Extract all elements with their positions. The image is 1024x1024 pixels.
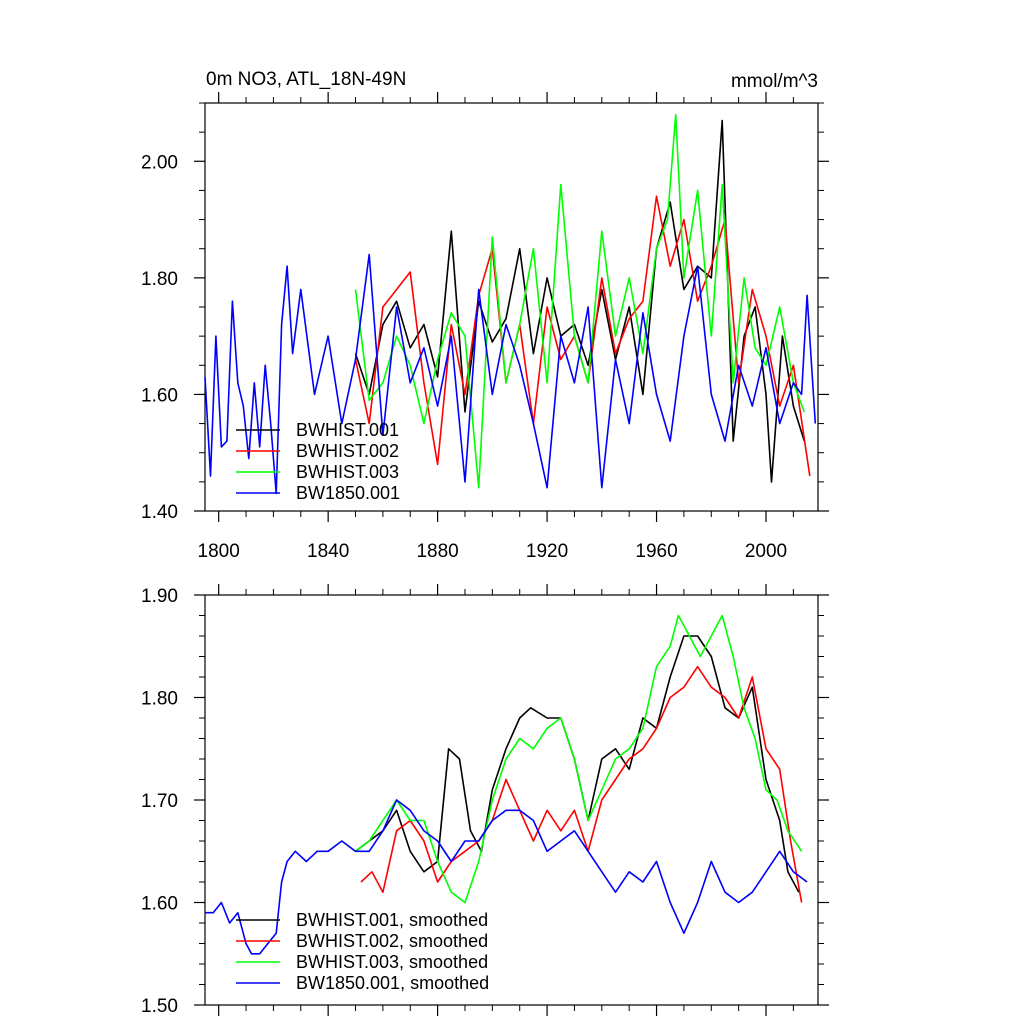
top-ticks: 1800 1840 1880 1920 1960 2000 1.40 1.60 1.80 2.00 [141, 92, 829, 562]
top-series-line-0 [354, 119, 806, 483]
bottom-series-line-3 [205, 799, 808, 955]
top-series-line-3 [204, 253, 817, 495]
top-xtick-label: 1920 [526, 541, 568, 562]
top-chart-units: mmol/m^3 [731, 71, 818, 92]
top-xtick-label: 2000 [745, 541, 787, 562]
bottom-legend-label: BWHIST.001, smoothed [296, 910, 488, 930]
top-ytick-label: 1.60 [141, 385, 178, 406]
bottom-ytick-label: 1.90 [141, 586, 178, 607]
top-series-lines [204, 113, 817, 495]
bottom-series-line-1 [360, 665, 803, 903]
bottom-series-line-0 [355, 635, 800, 893]
top-xtick-label: 1960 [635, 541, 677, 562]
bottom-legend-label: BWHIST.003, smoothed [296, 952, 488, 972]
top-ytick-label: 1.80 [141, 269, 178, 290]
top-xtick-label: 1840 [307, 541, 349, 562]
top-legend-label: BWHIST.003 [296, 462, 399, 482]
bottom-series-line-2 [355, 614, 803, 904]
top-legend-label: BW1850.001 [296, 483, 400, 503]
bottom-panel: 1.50 1.60 1.70 1.80 1.90 BWHIST.001, smoothe… [141, 584, 829, 1017]
bottom-legend-label: BW1850.001, smoothed [296, 973, 489, 993]
top-panel: 0m NO3, ATL_18N-49N mmol/m^3 1800 1840 188… [141, 69, 829, 562]
bottom-series-lines [205, 614, 808, 955]
bottom-ticks: 1.50 1.60 1.70 1.80 1.90 [141, 584, 829, 1017]
top-series-line-2 [354, 113, 806, 489]
top-legend-label: BWHIST.001 [296, 420, 399, 440]
top-ytick-label: 1.40 [141, 502, 178, 523]
top-legend-label: BWHIST.002 [296, 441, 399, 461]
bottom-legend-label: BWHIST.002, smoothed [296, 931, 488, 951]
bottom-ytick-label: 1.60 [141, 894, 178, 915]
top-ytick-label: 2.00 [141, 152, 178, 173]
bottom-ytick-label: 1.80 [141, 689, 178, 710]
top-xtick-label: 1880 [416, 541, 458, 562]
top-xtick-label: 1800 [198, 541, 240, 562]
top-chart-title: 0m NO3, ATL_18N-49N [206, 69, 406, 90]
bottom-ytick-label: 1.70 [141, 791, 178, 812]
bottom-ytick-label: 1.50 [141, 996, 178, 1017]
